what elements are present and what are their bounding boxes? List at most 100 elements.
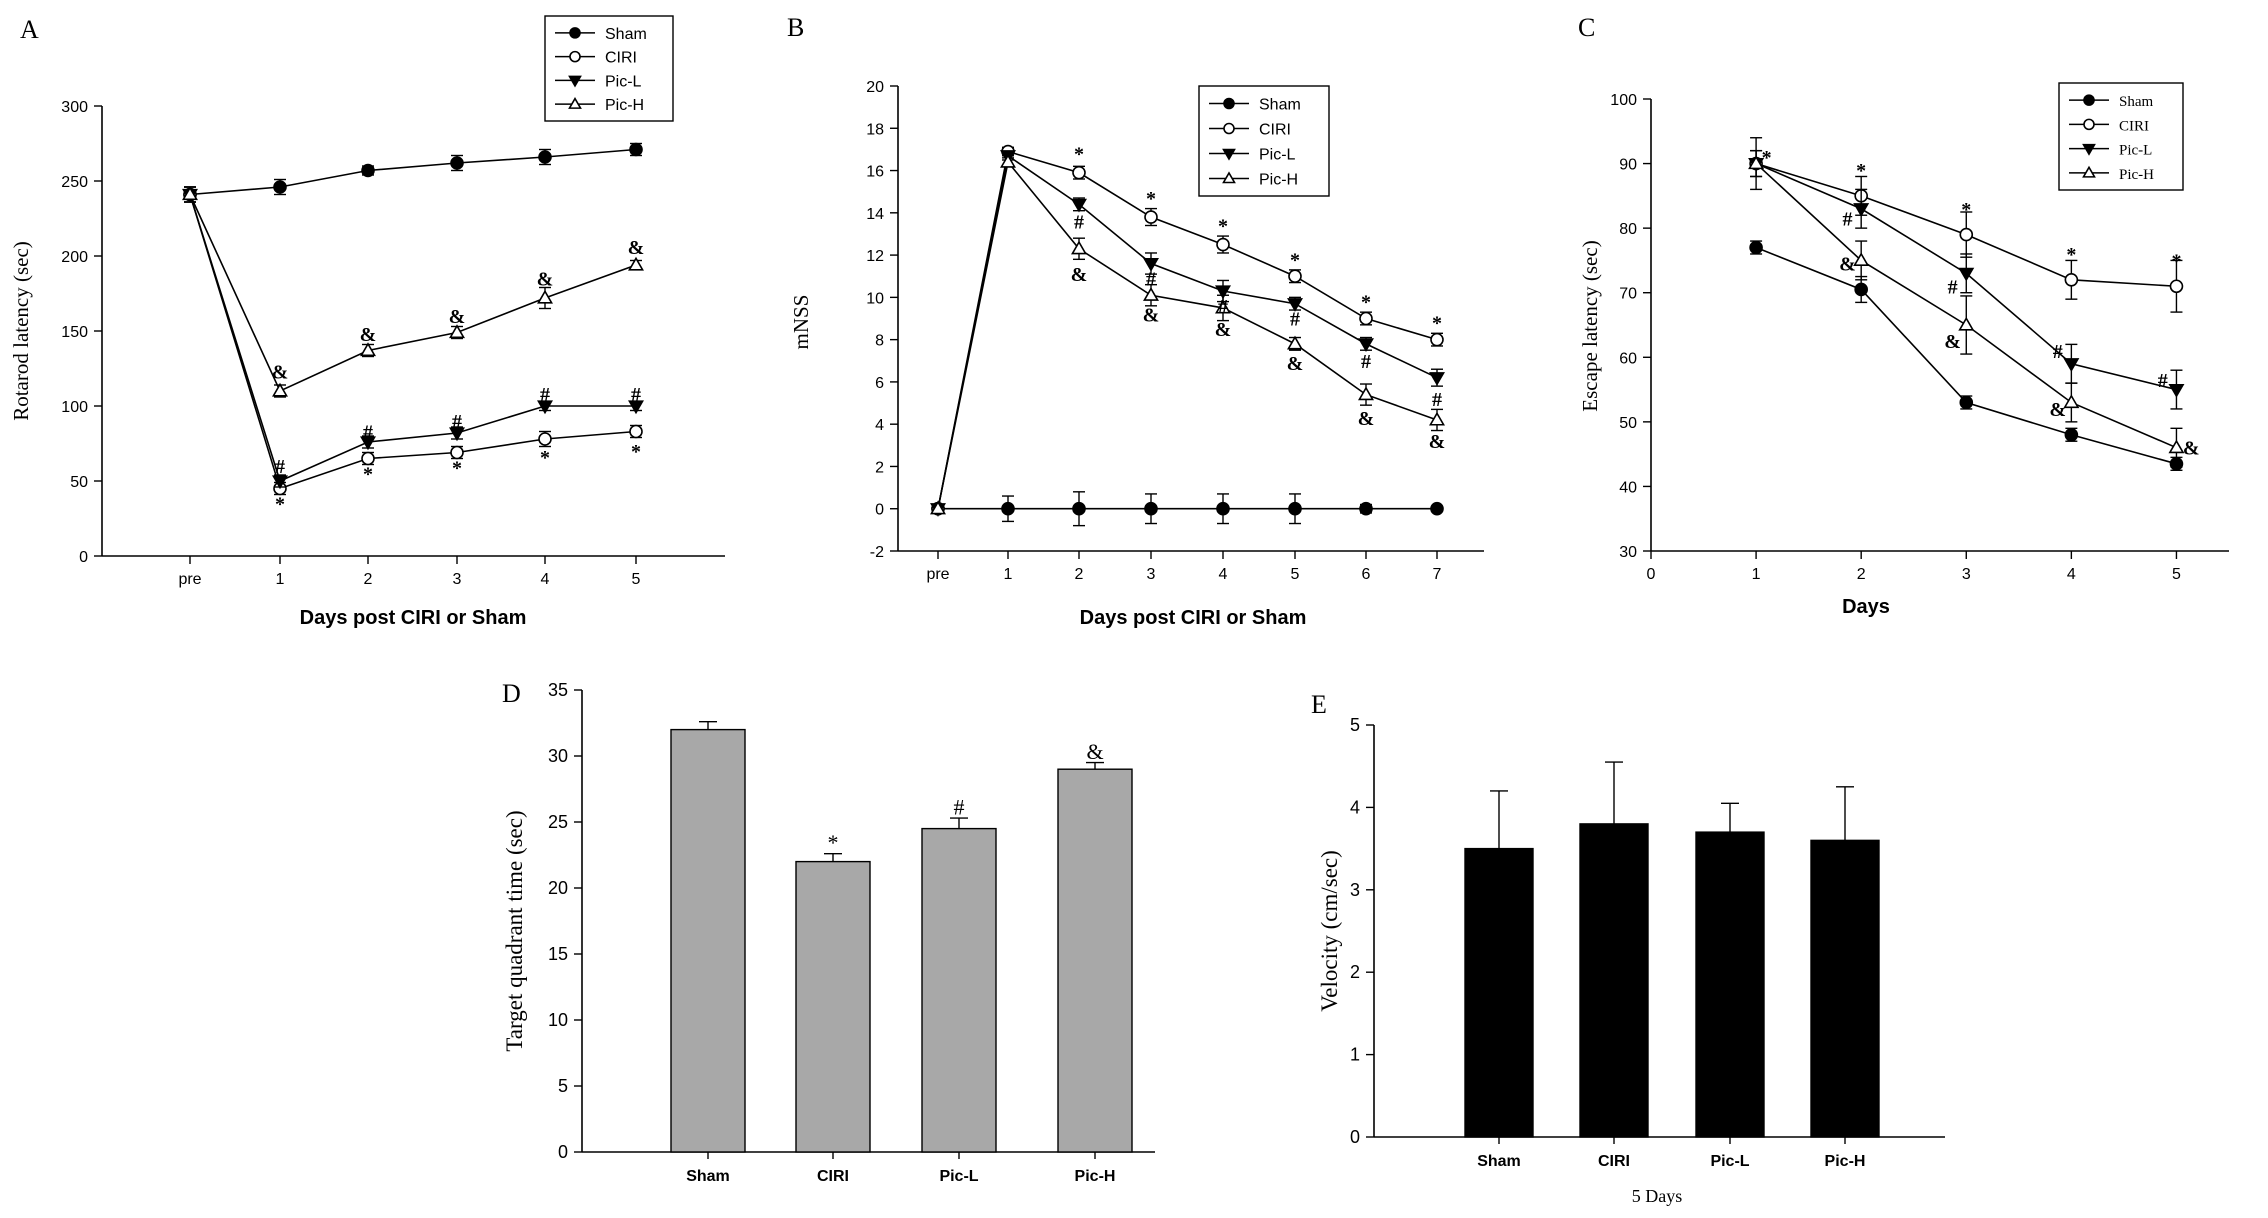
significance-mark: & xyxy=(272,362,289,384)
x-tick-label: pre xyxy=(178,571,201,588)
series-line xyxy=(937,150,1438,509)
data-point xyxy=(1749,240,1763,255)
data-point xyxy=(1748,155,1765,170)
x-tick-label: 2 xyxy=(364,571,373,588)
data-point xyxy=(450,156,464,170)
y-tick-label: 100 xyxy=(1610,92,1637,109)
data-point xyxy=(2168,383,2185,398)
y-tick-label: 8 xyxy=(875,333,884,350)
panel-a: A 0 50 100 150 200 250 300 pre 1 2 3 4 5 Rotarod laten… xyxy=(9,15,725,629)
panel-letter: D xyxy=(502,679,521,708)
significance-mark: * xyxy=(1961,199,1971,221)
x-tick-label: CIRI xyxy=(1598,1153,1630,1170)
legend-label: Pic-L xyxy=(605,73,642,90)
series-line xyxy=(189,194,637,490)
significance-mark: # xyxy=(954,794,965,819)
legend: Sham CIRI Pic-L Pic-H xyxy=(544,15,674,122)
y-tick-label: 2 xyxy=(1350,962,1360,982)
significance-mark: & xyxy=(2183,438,2200,460)
x-tick-label: 4 xyxy=(1219,566,1228,583)
data-point xyxy=(2064,427,2079,442)
data-point xyxy=(538,150,552,164)
legend: Sham CIRI Pic-L Pic-H xyxy=(1198,85,1330,197)
data-point xyxy=(1072,501,1086,516)
legend-marker xyxy=(2083,118,2095,131)
y-tick-label: 80 xyxy=(1619,221,1637,238)
x-tick-label: 6 xyxy=(1362,566,1371,583)
y-tick-label: 40 xyxy=(1619,479,1637,496)
significance-mark: # xyxy=(452,411,462,433)
series-line xyxy=(937,154,1438,509)
bar-pic-l xyxy=(1695,831,1765,1138)
legend-marker xyxy=(2082,143,2096,156)
significance-mark: # xyxy=(363,422,373,444)
data-point xyxy=(628,400,644,415)
data-point xyxy=(930,500,946,515)
significance-mark: & xyxy=(1071,264,1088,286)
data-point xyxy=(1430,332,1444,347)
legend-label: Pic-H xyxy=(605,97,644,114)
x-tick-label: Pic-H xyxy=(1825,1153,1866,1170)
x-tick-label: 3 xyxy=(1147,566,1156,583)
significance-mark: * xyxy=(1218,216,1228,238)
x-tick-label: 4 xyxy=(2067,566,2076,583)
data-point xyxy=(1216,501,1230,516)
x-axis-title: Days post CIRI or Sham xyxy=(300,607,527,629)
significance-mark: & xyxy=(1287,353,1304,375)
significance-mark: * xyxy=(828,830,839,855)
y-axis-title: mNSS xyxy=(789,295,813,350)
series-sham xyxy=(931,491,1444,527)
bar-pic-h xyxy=(1057,768,1133,1153)
bar-sham xyxy=(1464,847,1534,1138)
bar-ciri xyxy=(795,860,871,1153)
legend-marker xyxy=(1223,97,1235,110)
y-tick-label: 70 xyxy=(1619,286,1637,303)
y-tick-label: 18 xyxy=(866,121,884,138)
panel-e: E 0 1 2 3 4 5 Sham CIRI Pic-L Pic-H Velocity (cm/se… xyxy=(1311,690,1945,1206)
significance-mark: # xyxy=(1361,351,1371,373)
bar-pic-h xyxy=(1810,839,1880,1138)
legend-marker xyxy=(569,27,581,39)
data-point xyxy=(1001,501,1015,516)
legend-label: Pic-H xyxy=(2119,167,2154,183)
significance-mark: & xyxy=(360,324,377,346)
y-tick-label: 90 xyxy=(1619,157,1637,174)
x-tick-label: Sham xyxy=(1477,1153,1521,1170)
significance-mark: * xyxy=(452,458,462,480)
data-point xyxy=(1143,257,1159,272)
legend-label: CIRI xyxy=(2119,118,2149,134)
significance-mark: * xyxy=(540,447,550,469)
data-point xyxy=(1072,165,1086,180)
significance-mark: # xyxy=(1218,296,1228,318)
significance-mark: # xyxy=(1146,268,1156,290)
legend-marker xyxy=(2083,94,2095,106)
significance-mark: * xyxy=(1074,144,1084,166)
y-tick-label: 5 xyxy=(558,1076,568,1096)
data-point xyxy=(538,432,552,446)
significance-mark: & xyxy=(1839,254,1856,276)
y-tick-label: 20 xyxy=(548,878,568,898)
data-point xyxy=(1430,501,1444,516)
significance-mark: & xyxy=(1143,304,1160,326)
y-tick-label: 4 xyxy=(875,417,884,434)
significance-mark: * xyxy=(2171,250,2181,272)
significance-mark: * xyxy=(1146,188,1156,210)
y-tick-label: 0 xyxy=(558,1142,568,1162)
significance-mark: & xyxy=(1358,408,1375,430)
significance-mark: # xyxy=(1432,389,1442,411)
data-point xyxy=(449,324,465,339)
y-tick-label: 250 xyxy=(61,174,88,191)
data-point xyxy=(272,382,288,397)
data-point xyxy=(2169,279,2184,294)
y-tick-label: 50 xyxy=(1619,415,1637,432)
x-axis-title: 5 Days xyxy=(1632,1186,1683,1206)
x-tick-label: 1 xyxy=(1752,566,1761,583)
x-tick-label: Pic-H xyxy=(1075,1168,1116,1185)
series-line xyxy=(189,148,637,196)
series-line xyxy=(189,194,636,483)
x-tick-label: pre xyxy=(926,566,949,583)
panel-d: D 0 5 10 15 20 25 30 35 Sham CIRI Pic-L Pic-H Target … xyxy=(502,679,1155,1185)
data-point xyxy=(1429,411,1445,426)
y-tick-label: 25 xyxy=(548,812,568,832)
data-point xyxy=(272,475,288,490)
